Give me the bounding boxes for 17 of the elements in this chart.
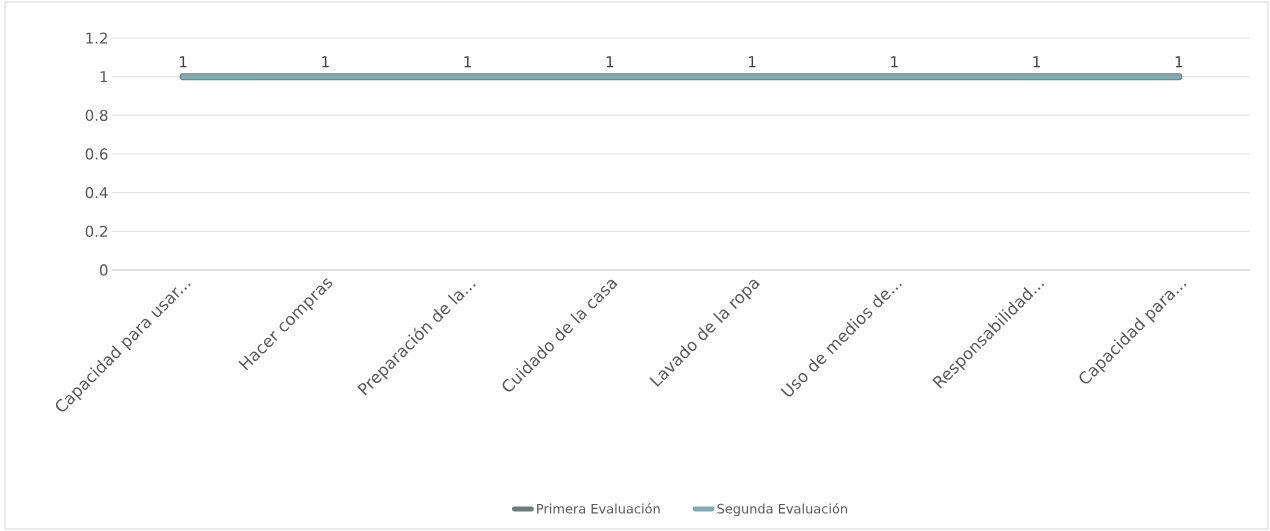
data-label: 1 (891, 56, 898, 68)
y-tick-label: 0.4 (85, 187, 108, 199)
data-label: 1 (180, 56, 187, 68)
legend-label: Segunda Evaluación (717, 503, 847, 517)
y-tick-label: 0.8 (85, 109, 108, 121)
data-label: 1 (322, 56, 329, 68)
data-label: 1 (464, 56, 471, 68)
legend-label: Primera Evaluación (537, 503, 660, 514)
data-label: 1 (748, 56, 756, 68)
y-tick-label: 0.6 (85, 148, 108, 160)
data-label: 1 (606, 56, 614, 68)
data-label: 1 (1033, 56, 1040, 68)
y-tick-label: 0 (99, 264, 108, 276)
data-label: 1 (1175, 56, 1183, 68)
y-tick-label: 1 (100, 71, 108, 83)
y-tick-label: 0.2 (85, 225, 107, 237)
y-tick-label: 1.2 (86, 32, 107, 44)
